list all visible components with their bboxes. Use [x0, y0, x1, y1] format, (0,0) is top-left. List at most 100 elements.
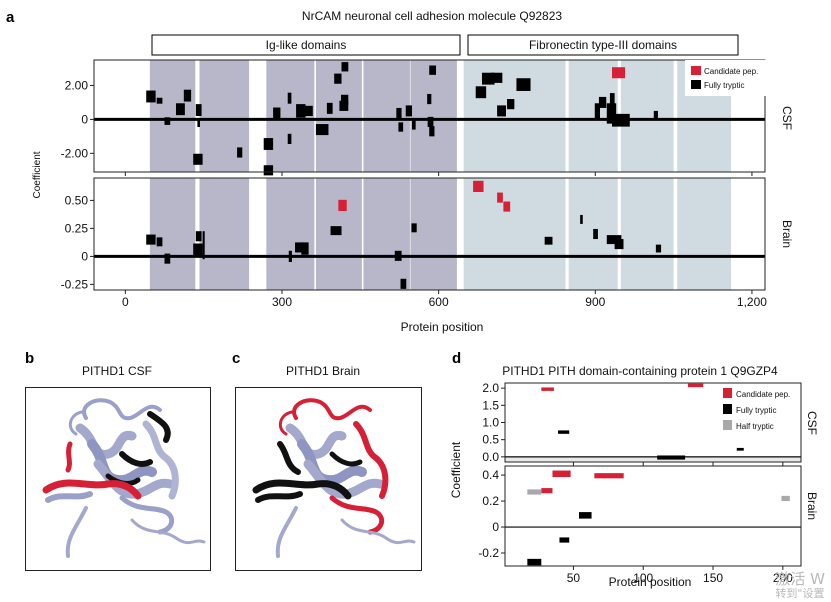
a-brain-peptide-fully-tryptic8 — [301, 242, 309, 255]
d-csf-peptide-fully-tryptic0 — [558, 430, 570, 434]
d-brain-xtick-label-0: 50 — [567, 571, 581, 585]
domain-band-brain-ig-2 — [266, 178, 315, 290]
d-csf-peptide-candidate-pep-0 — [541, 387, 554, 391]
a-brain-peptide-fully-tryptic12 — [411, 223, 417, 233]
a-csf-peptide-fully-tryptic24 — [405, 105, 413, 117]
d-brain-peptide-candidate-pep-0 — [552, 470, 571, 478]
a-brain-peptide-fully-tryptic10 — [394, 250, 402, 261]
a-brain-peptide-candidate-pep-2 — [503, 201, 511, 212]
d-brain-peptide-fully-tryptic0 — [579, 512, 592, 519]
a-brain-peptide-fully-tryptic15 — [593, 228, 598, 240]
a-brain-peptide-fully-tryptic4 — [195, 231, 202, 242]
legend-a-tryptic-label: Fully tryptic — [704, 81, 744, 90]
row-label-d-csf: CSF — [805, 411, 819, 435]
plot-d-brain: 0.4 0.2 0 -0.2 50 100 150 200 — [478, 465, 802, 585]
a-csf-peptide-fully-tryptic21 — [341, 62, 349, 72]
panel-b-label: b — [25, 350, 34, 367]
d-brain-peptide-fully-tryptic1 — [559, 537, 570, 543]
a-brain-peptide-fully-tryptic9 — [330, 226, 342, 236]
a-csf-peptide-fully-tryptic16 — [315, 124, 329, 136]
a-brain-peptide-fully-tryptic13 — [544, 236, 553, 245]
panel-a-title: NrCAM neuronal cell adhesion molecule Q9… — [302, 9, 562, 23]
legend-d-half-swatch — [723, 420, 732, 430]
d-csf-ytick-label-1: 1.5 — [482, 398, 499, 412]
domain-band-brain-fn-3 — [677, 178, 732, 290]
a-brain-peptide-candidate-pep-0 — [473, 180, 484, 192]
protein-structure-brain — [235, 387, 422, 571]
a-csf-peptide-fully-tryptic22 — [396, 107, 402, 119]
a-csf-peptide-fully-tryptic41 — [653, 110, 658, 120]
d-csf-peptide-fully-tryptic1 — [657, 455, 686, 460]
a-csf-peptide-fully-tryptic3 — [175, 103, 185, 116]
a-csf-peptide-fully-tryptic30 — [475, 86, 487, 99]
a-brain-peptide-fully-tryptic0 — [146, 234, 156, 245]
panel-d-title: PITHD1 PITH domain-containing protein 1 … — [502, 364, 778, 378]
domain-band-brain-ig-4 — [363, 178, 410, 290]
a-csf-peptide-fully-tryptic12 — [287, 92, 292, 104]
a-brain-frame — [93, 177, 766, 291]
d-csf-peptide-fully-tryptic2 — [736, 447, 744, 451]
d-csf-ytick-label-4: 0.0 — [482, 450, 499, 464]
panel-d-label: d — [452, 350, 461, 367]
domain-band-ig-4 — [363, 60, 410, 172]
panel-a-ylabel: Coefficient — [32, 151, 43, 198]
a-csf-peptide-fully-tryptic33 — [497, 105, 506, 117]
a-csf-peptide-fully-tryptic1 — [156, 97, 163, 104]
domain-band-brain-fn-0 — [463, 178, 566, 290]
plot-d-csf: 2.0 1.5 1.0 0.5 0.0 — [482, 381, 802, 466]
d-csf-ytick-label-0: 2.0 — [482, 381, 499, 395]
panel-d-ylabel: Coefficient — [449, 441, 463, 498]
a-brain-xtick-label-4: 1,200 — [737, 295, 767, 309]
a-csf-peptide-fully-tryptic8 — [237, 147, 243, 158]
a-brain-peptide-candidate-pep-3 — [338, 199, 347, 212]
a-csf-peptide-fully-tryptic40 — [612, 113, 630, 127]
fn-domain-box — [467, 34, 739, 56]
a-csf-peptide-fully-tryptic25 — [412, 119, 416, 130]
a-brain-peptide-fully-tryptic18 — [655, 244, 662, 253]
a-brain-xtick-label-3: 900 — [585, 295, 605, 309]
a-csf-peptide-fully-tryptic6 — [197, 118, 201, 128]
domain-band-brain-ig-0 — [149, 178, 196, 290]
a-csf-peptide-fully-tryptic7 — [193, 153, 203, 165]
legend-a-candidate-swatch — [691, 66, 701, 75]
panel-a-xlabel: Protein position — [401, 320, 484, 334]
a-csf-ytick-label-2: -2.00 — [61, 146, 89, 160]
a-brain-peptide-fully-tryptic2 — [164, 253, 171, 264]
a-brain-peptide-fully-tryptic16 — [606, 235, 622, 245]
a-csf-peptide-fully-tryptic37 — [598, 96, 607, 108]
fn-domain-label: Fibronectin type-III domains — [529, 38, 677, 52]
d-brain-ytick-label-2: 0 — [492, 520, 499, 534]
a-csf-peptide-fully-tryptic14 — [296, 104, 306, 118]
a-brain-peptide-fully-tryptic11 — [400, 278, 407, 289]
a-brain-peptide-fully-tryptic6 — [288, 250, 292, 262]
plot-a-csf: 2.00 0 -2.00 — [61, 59, 766, 176]
d-brain-ytick-label-1: 0.2 — [482, 494, 499, 508]
a-brain-peptide-fully-tryptic3 — [193, 243, 203, 256]
d-brain-xtick-label-1: 100 — [633, 571, 653, 585]
a-brain-peptide-candidate-pep-1 — [497, 192, 503, 203]
domain-band-ig-0 — [149, 60, 196, 172]
d-brain-xtick-label-3: 200 — [773, 571, 793, 585]
a-csf-peptide-fully-tryptic5 — [195, 104, 202, 116]
a-brain-ytick-label-2: 0 — [81, 249, 88, 263]
a-csf-peptide-fully-tryptic0 — [146, 90, 156, 103]
d-csf-ytick-label-3: 0.5 — [482, 433, 499, 447]
a-csf-peptide-fully-tryptic2 — [164, 117, 171, 125]
a-csf-peptide-fully-tryptic19 — [339, 100, 349, 111]
a-csf-peptide-fully-tryptic32 — [490, 72, 503, 83]
a-csf-peptide-fully-tryptic23 — [398, 122, 404, 132]
d-csf-below-zero-band — [505, 457, 801, 462]
domain-band-brain-fn-2 — [620, 178, 674, 290]
a-brain-peptide-fully-tryptic5 — [202, 231, 205, 260]
a-csf-peptide-fully-tryptic28 — [429, 126, 435, 137]
a-csf-peptide-fully-tryptic27 — [427, 116, 434, 128]
a-csf-peptide-fully-tryptic26 — [427, 93, 432, 105]
a-csf-frame — [93, 59, 766, 173]
a-brain-peptide-fully-tryptic17 — [614, 239, 624, 250]
a-csf-peptide-fully-tryptic10 — [263, 165, 274, 176]
d-brain-peptide-half-tryptic0 — [527, 489, 542, 495]
d-brain-peptide-half-tryptic1 — [781, 495, 790, 502]
a-csf-ytick-label-0: 2.00 — [65, 78, 89, 92]
a-csf-peptide-fully-tryptic18 — [334, 73, 342, 84]
